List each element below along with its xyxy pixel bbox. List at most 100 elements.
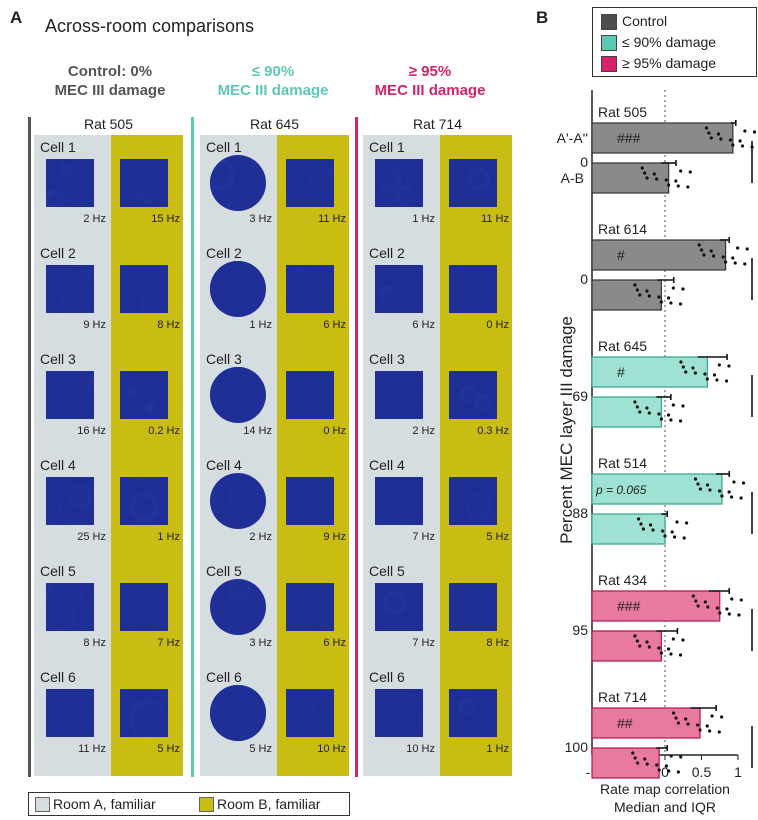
cell-dot (667, 183, 671, 187)
peak-rate-label: 11 Hz (78, 743, 106, 755)
cell-label: Cell 5 (40, 563, 76, 579)
cell-dot (676, 721, 681, 725)
rate-map-room-a (210, 367, 266, 423)
significance-mark: ### (617, 130, 641, 146)
rate-map-room-b (286, 477, 334, 525)
significance-mark: # (617, 364, 625, 380)
peak-rate-label: 9 Hz (83, 319, 106, 331)
cell-dot (723, 260, 728, 264)
panel-a-title: Across-room comparisons (45, 16, 255, 36)
peak-rate-label: 5 Hz (157, 743, 180, 755)
divider-control (28, 117, 31, 777)
cell-dot (718, 611, 722, 615)
peak-rate-label: 1 Hz (412, 213, 435, 225)
group-header-line2: MEC III damage (54, 82, 166, 99)
peak-rate-label: 7 Hz (157, 637, 180, 649)
rate-map-room-b (449, 371, 497, 419)
rate-map-room-b (449, 477, 497, 525)
cell-dot (679, 360, 683, 364)
peak-rate-label: 8 Hz (486, 637, 509, 649)
damage-percent-label: 0 (580, 154, 588, 170)
damage-percent-label: 0 (580, 271, 588, 287)
cell-dot (688, 170, 692, 174)
rat-column-505: Rat 505 Cell 1 2 Hz 15 Hz Cell 2 9 Hz 8 Hz Cell… (34, 116, 183, 776)
legend-label: ≥ 95% damage (622, 55, 717, 71)
peak-rate-label: 0 Hz (323, 425, 346, 437)
room-b-background (111, 135, 183, 776)
divider-severe (355, 117, 358, 777)
cell-dot (659, 300, 663, 304)
peak-rate-label: 15 Hz (151, 213, 180, 225)
rat-label: Rat 614 (598, 221, 647, 237)
rate-map-room-b (120, 477, 168, 525)
rate-map-room-a (46, 583, 94, 631)
rate-map-room-a (210, 579, 266, 635)
cell-dot (657, 295, 661, 299)
legend-item-severe: ≥ 95% damage (601, 55, 717, 73)
rat-label: Rat 714 (412, 116, 463, 132)
legend-item-control: Control (601, 13, 667, 31)
cell-dot (631, 751, 635, 755)
cell-dot (720, 494, 724, 498)
cell-dot (666, 647, 671, 651)
rate-map-room-a (210, 685, 266, 741)
room-legend: Room A, familiar Room B, familiar (28, 792, 350, 816)
cell-dot (645, 640, 649, 644)
rate-map-room-b (449, 583, 497, 631)
cell-dot (697, 243, 701, 247)
damage-percent-label: 100 (565, 739, 589, 755)
cell-dot (732, 480, 736, 484)
rate-map-room-a (375, 159, 423, 207)
rat-column-714: Rat 714 Cell 1 1 Hz 11 Hz Cell 2 6 Hz 0 Hz Cell… (363, 116, 512, 776)
cell-dot (716, 132, 721, 136)
peak-rate-label: 11 Hz (318, 213, 346, 225)
rate-map-room-a (46, 265, 94, 313)
cell-dot (657, 412, 661, 416)
cell-dot (696, 604, 700, 608)
cell-dot (681, 365, 685, 369)
peak-rate-label: 6 Hz (323, 637, 346, 649)
cell-dot (675, 520, 679, 524)
cell-dot (678, 302, 683, 306)
cell-dot (678, 419, 683, 423)
cell-dot (725, 607, 729, 611)
cell-dot (672, 711, 676, 715)
correlation-bar (591, 630, 662, 662)
peak-rate-label: 1 Hz (486, 743, 509, 755)
cell-dot (686, 185, 690, 189)
legend-swatch (601, 56, 617, 73)
peak-rate-label: 14 Hz (243, 425, 272, 437)
cell-label: Cell 1 (40, 139, 76, 155)
peak-rate-label: 1 Hz (157, 531, 180, 543)
cell-dot (639, 522, 643, 526)
rat-label: Rat 514 (598, 455, 647, 471)
cell-dot (706, 605, 710, 609)
peak-rate-label: 3 Hz (249, 637, 272, 649)
cell-dot (645, 176, 649, 180)
rat-column-645: Rat 645 Cell 1 3 Hz 11 Hz Cell 2 1 Hz 6 Hz Cell… (200, 116, 349, 776)
cell-label: Cell 6 (206, 669, 242, 685)
cell-dot (730, 597, 734, 601)
cell-dot (743, 129, 747, 133)
peak-rate-label: 7 Hz (412, 531, 435, 543)
rat-label: Rat 505 (83, 116, 134, 132)
peak-rate-label: 2 Hz (249, 531, 272, 543)
peak-rate-label: 9 Hz (323, 531, 346, 543)
cell-dot (647, 645, 651, 649)
cell-dot (645, 762, 649, 766)
cell-dot (728, 138, 733, 142)
cell-dot (671, 637, 675, 641)
cell-dot (684, 370, 688, 374)
rat-label: Rat 714 (598, 689, 647, 705)
cell-dot (669, 301, 673, 305)
cell-dot (643, 171, 647, 175)
cell-label: Cell 6 (369, 669, 405, 685)
group-header-line1: Control: 0% (67, 63, 153, 80)
significance-mark: p = 0.065 (595, 483, 647, 497)
cell-dot (671, 403, 675, 407)
rate-map-room-b (286, 371, 334, 419)
cell-dot (674, 179, 678, 183)
cell-dot (651, 528, 655, 532)
cell-dot (691, 366, 695, 370)
